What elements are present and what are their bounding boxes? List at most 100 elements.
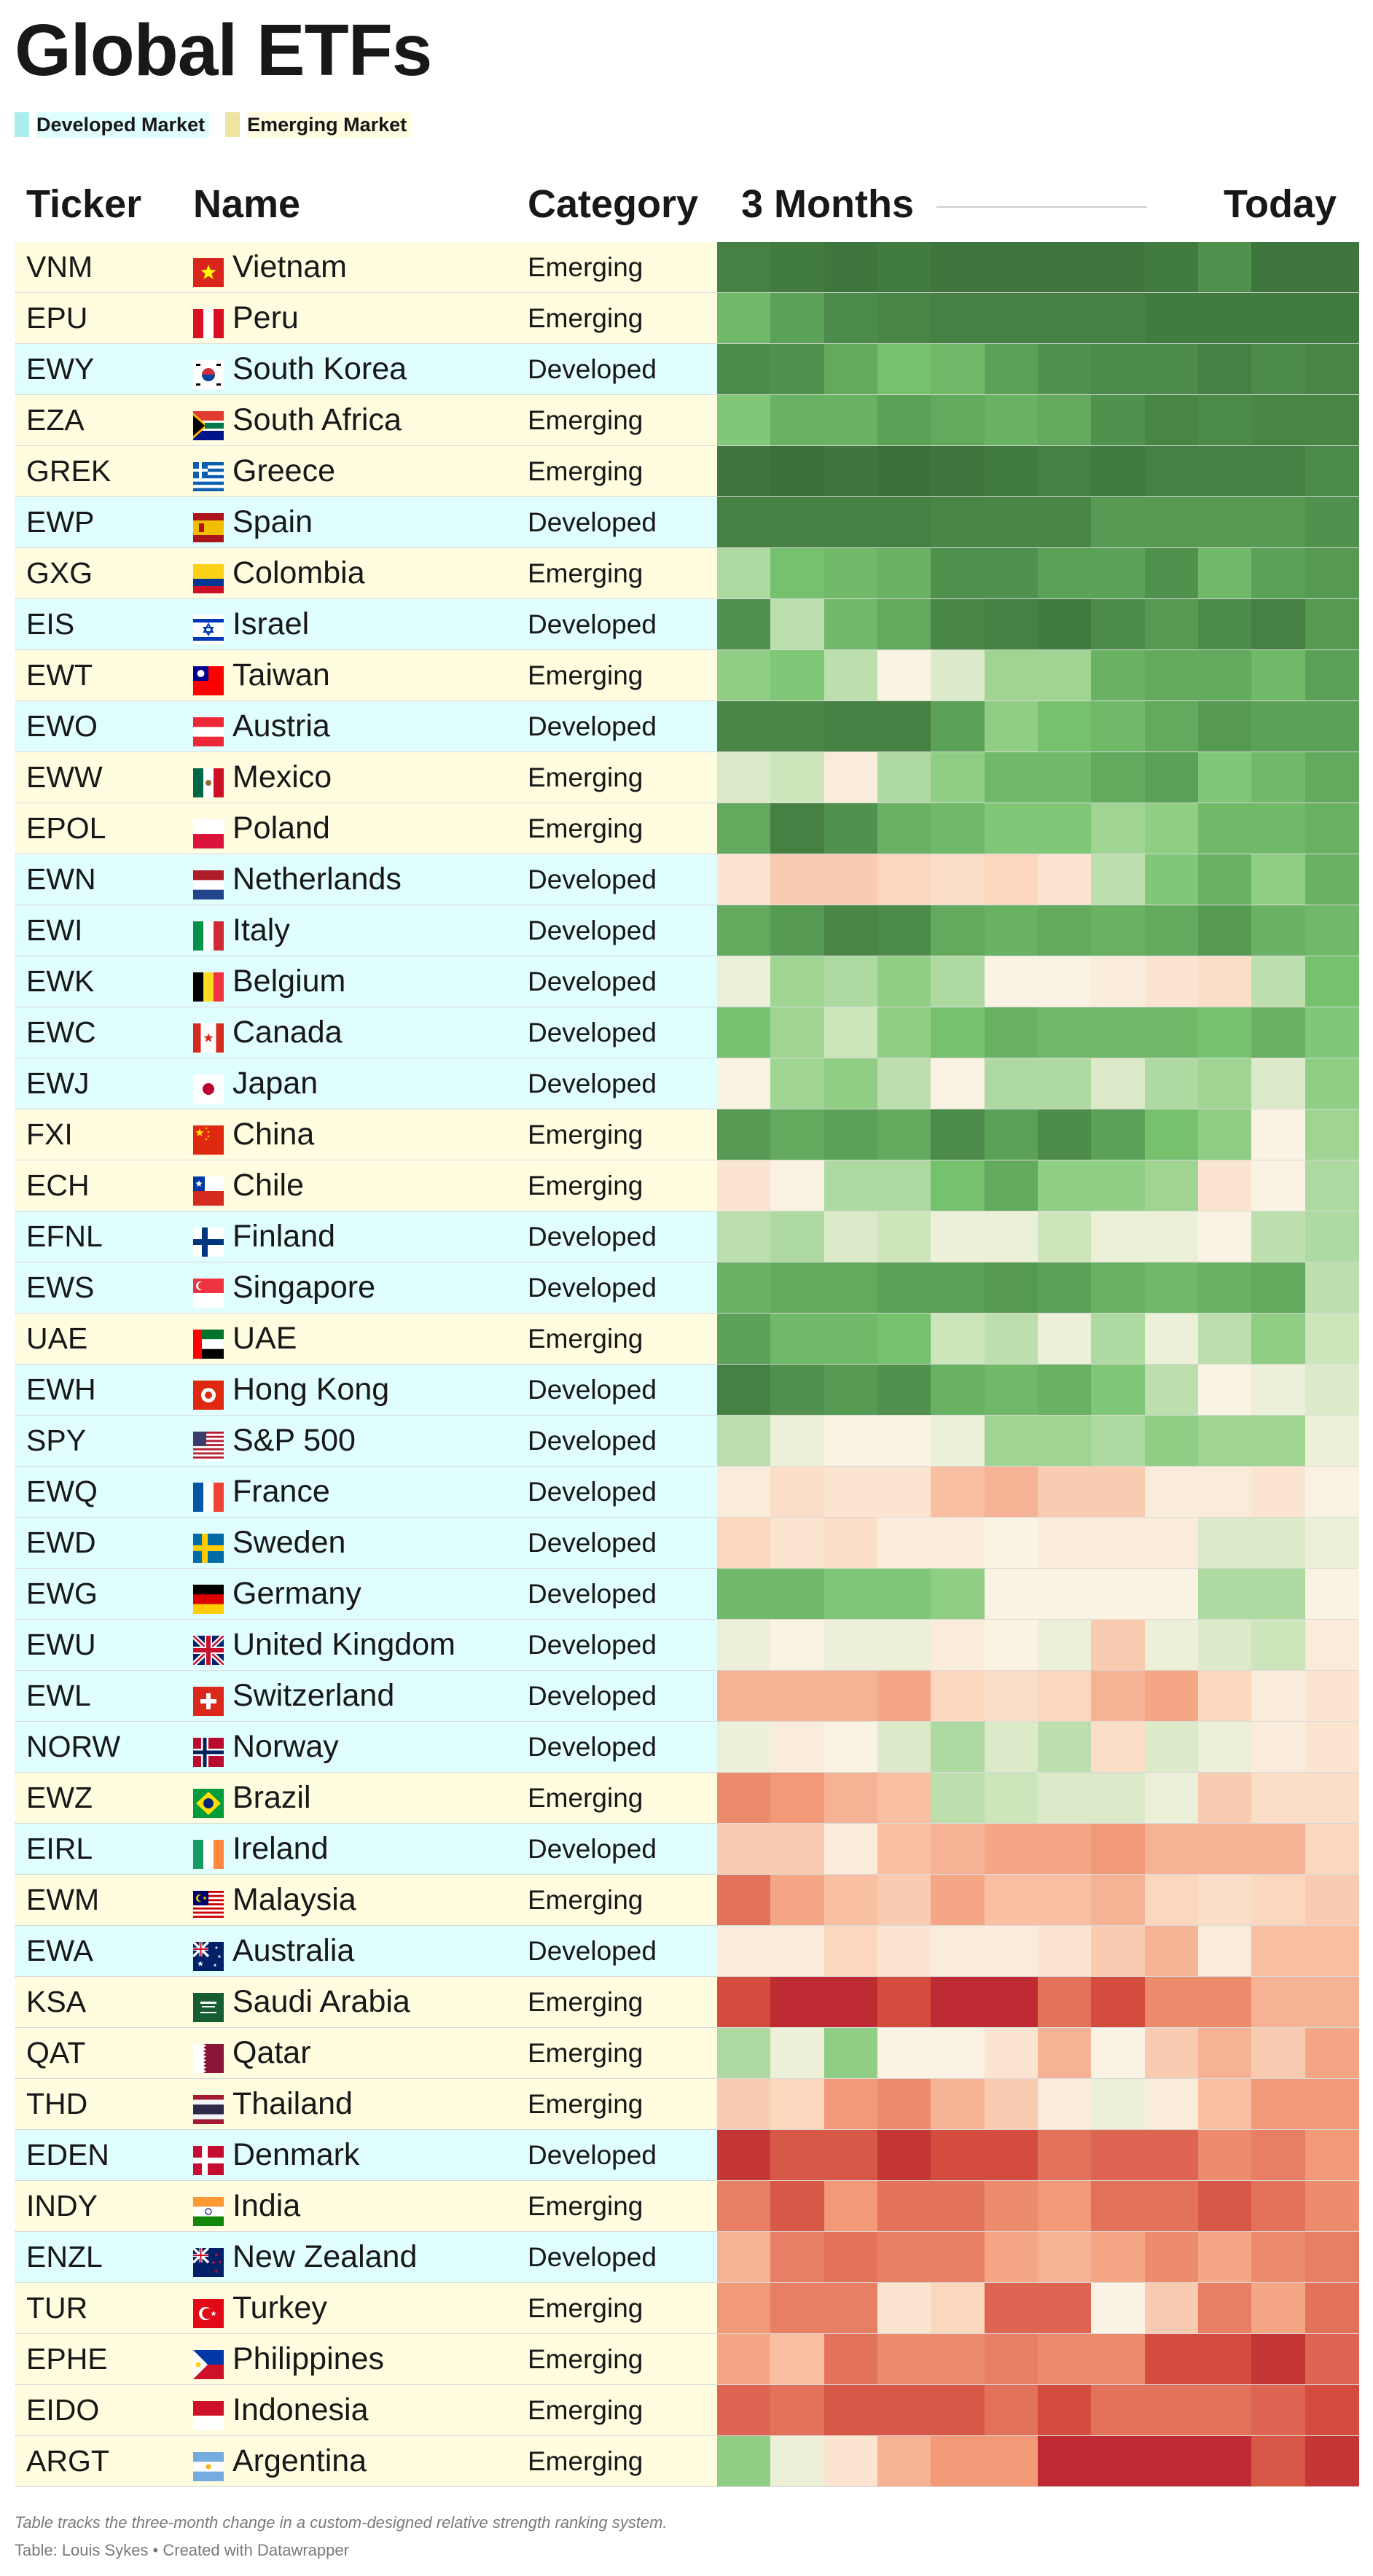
table-row: EWT Taiwan Emerging: [15, 650, 1359, 701]
name-cell: China: [232, 1117, 315, 1152]
heatmap-cell: [984, 2130, 1038, 2180]
heatmap-cell: [877, 1875, 931, 1925]
heatmap-cell: [717, 242, 771, 292]
category-cell: Developed: [528, 507, 657, 537]
heatmap-strip: [717, 344, 1359, 394]
heatmap-cell: [931, 1007, 985, 1058]
heatmap-cell: [1304, 1824, 1359, 1874]
heatmap-cell: [1144, 1007, 1199, 1058]
heatmap-strip: [717, 1314, 1359, 1364]
heatmap-cell: [824, 1416, 878, 1466]
heatmap-cell: [824, 803, 878, 854]
heatmap-cell: [1304, 599, 1359, 649]
heatmap-cell: [1198, 2130, 1252, 2180]
category-cell: Developed: [528, 1069, 657, 1098]
heatmap-strip: [717, 1416, 1359, 1466]
heatmap-cell: [717, 395, 771, 445]
heatmap-cell: [1251, 650, 1306, 700]
category-cell: Developed: [528, 967, 657, 996]
heatmap-cell: [984, 344, 1038, 394]
heatmap-cell: [1198, 1467, 1252, 1517]
heatmap-cell: [1304, 1773, 1359, 1823]
table-row: EWP Spain Developed: [15, 497, 1359, 548]
heatmap-strip: [717, 497, 1359, 547]
heatmap-cell: [824, 242, 878, 292]
heatmap-cell: [1144, 293, 1199, 343]
heatmap-cell: [931, 446, 985, 496]
heatmap-cell: [824, 1722, 878, 1772]
heatmap-cell: [1091, 2130, 1146, 2180]
table-body: VNM Vietnam Emerging EPU Peru Emerging EWY Sout…: [15, 242, 1359, 2487]
heatmap-cell: [770, 395, 825, 445]
heatmap-cell: [984, 242, 1038, 292]
heatmap-cell: [984, 2283, 1038, 2333]
header-end: Today: [1223, 182, 1337, 226]
header-category[interactable]: Category: [528, 182, 699, 226]
heatmap-cell: [877, 803, 931, 854]
heatmap-cell: [1304, 1977, 1359, 2027]
heatmap-strip: [717, 2334, 1359, 2384]
heatmap-cell: [1198, 1569, 1252, 1619]
heatmap-cell: [1144, 1160, 1199, 1211]
heatmap-cell: [1251, 752, 1306, 803]
heatmap-cell: [824, 1262, 878, 1313]
ticker-cell: EIS: [26, 607, 75, 641]
heatmap-cell: [1304, 1262, 1359, 1313]
table-row: GXG Colombia Emerging: [15, 548, 1359, 599]
ticker-cell: EWN: [26, 862, 96, 896]
heatmap-cell: [1144, 395, 1199, 445]
heatmap-cell: [1198, 1211, 1252, 1262]
heatmap-cell: [1038, 854, 1092, 905]
heatmap-strip: [717, 1773, 1359, 1823]
heatmap-cell: [1251, 1620, 1306, 1670]
qatar-flag-icon: [193, 2044, 224, 2073]
heatmap-cell: [1304, 1467, 1359, 1517]
category-cell: Emerging: [528, 1987, 644, 2017]
table-row: QAT Qatar Emerging: [15, 2028, 1359, 2079]
heatmap-cell: [877, 1467, 931, 1517]
heatmap-cell: [877, 1722, 931, 1772]
heatmap-cell: [770, 1262, 825, 1313]
heatmap-cell: [877, 1671, 931, 1721]
heatmap-strip: [717, 2232, 1359, 2282]
heatmap-cell: [931, 395, 985, 445]
heatmap-cell: [1304, 2436, 1359, 2486]
table-row: EDEN Denmark Developed: [15, 2130, 1359, 2181]
heatmap-cell: [1091, 1467, 1146, 1517]
header-name[interactable]: Name: [193, 182, 301, 226]
heatmap-cell: [877, 1365, 931, 1415]
heatmap-cell: [1091, 1926, 1146, 1976]
header-ticker[interactable]: Ticker: [26, 182, 142, 226]
table-row: UAE UAE Emerging: [15, 1314, 1359, 1365]
heatmap-cell: [824, 1569, 878, 1619]
heatmap-cell: [877, 1773, 931, 1823]
heatmap-cell: [931, 2028, 985, 2078]
finland-flag-icon: [193, 1227, 224, 1257]
heatmap-cell: [984, 293, 1038, 343]
heatmap-cell: [931, 344, 985, 394]
heatmap-cell: [1144, 956, 1199, 1007]
heatmap-cell: [1091, 1722, 1146, 1772]
heatmap-cell: [1091, 1160, 1146, 1211]
table-row: EWL Switzerland Developed: [15, 1671, 1359, 1722]
heatmap-cell: [1091, 905, 1146, 956]
heatmap-cell: [1251, 1211, 1306, 1262]
heatmap-cell: [1251, 293, 1306, 343]
heatmap-cell: [877, 701, 931, 752]
heatmap-cell: [877, 1262, 931, 1313]
heatmap-cell: [770, 1926, 825, 1976]
hong-kong-flag-icon: [193, 1381, 224, 1410]
heatmap-cell: [984, 1518, 1038, 1568]
heatmap-cell: [717, 1569, 771, 1619]
heatmap-cell: [1144, 1058, 1199, 1109]
germany-flag-icon: [193, 1585, 224, 1615]
heatmap-cell: [1251, 1467, 1306, 1517]
heatmap-cell: [1251, 242, 1306, 292]
australia-flag-icon: [192, 1940, 224, 1971]
heatmap-cell: [1251, 1518, 1306, 1568]
heatmap-cell: [770, 2385, 825, 2435]
category-cell: Emerging: [528, 405, 644, 435]
heatmap-cell: [717, 293, 771, 343]
heatmap-cell: [824, 497, 878, 547]
heatmap-cell: [717, 1314, 771, 1364]
